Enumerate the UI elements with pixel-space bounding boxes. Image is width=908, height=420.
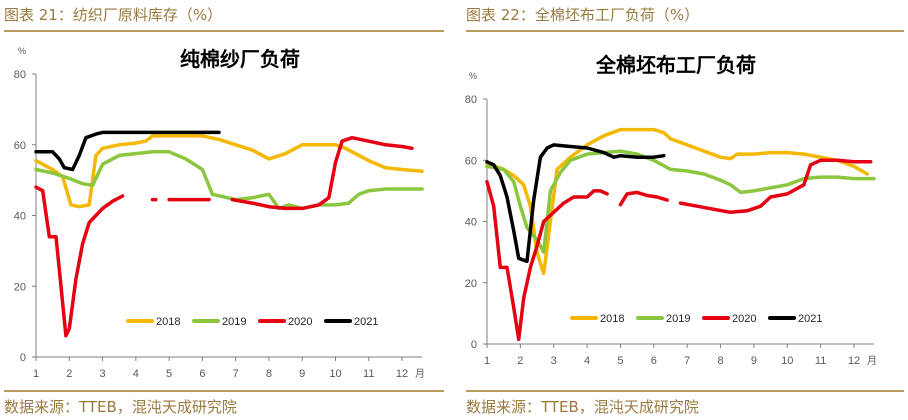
left-legend-label-2019: 2019 — [222, 316, 246, 328]
right-y-tick-label: 80 — [465, 94, 477, 106]
left-x-tick-label: 5 — [166, 368, 172, 380]
left-x-tick-label: 6 — [199, 368, 205, 380]
right-x-unit: 月 — [867, 355, 877, 367]
right-x-tick-label: 9 — [751, 355, 757, 367]
left-x-tick-label: 8 — [266, 368, 272, 380]
right-series-line-2020 — [678, 158, 873, 215]
left-legend-label-2020: 2020 — [288, 316, 312, 328]
left-x-tick-label: 9 — [299, 368, 305, 380]
left-y-tick-label: 20 — [14, 281, 26, 293]
left-y-tick-label: 80 — [14, 69, 26, 81]
right-y-tick-label: 0 — [471, 339, 477, 351]
right-y-tick-label: 20 — [465, 278, 477, 290]
footer-rule-left — [4, 390, 444, 392]
right-legend-label-2020: 2020 — [732, 313, 756, 325]
header-rule-right — [466, 30, 904, 32]
right-x-tick-label: 7 — [684, 355, 690, 367]
right-x-tick-label: 8 — [717, 355, 723, 367]
left-x-tick-label: 12 — [396, 368, 408, 380]
right-chart-title: 全棉坯布工厂负荷 — [595, 53, 756, 77]
right-series-line-2020 — [618, 190, 669, 207]
footer-rule-right — [466, 390, 904, 392]
left-x-unit: 月 — [415, 368, 425, 380]
left-series-line-2020 — [34, 185, 125, 338]
left-y-tick-label: 60 — [14, 140, 26, 152]
right-x-tick-label: 4 — [584, 355, 590, 367]
left-y-unit: % — [18, 46, 26, 56]
left-legend-label-2021: 2021 — [354, 316, 378, 328]
right-x-tick-label: 12 — [848, 355, 860, 367]
right-legend-label-2019: 2019 — [666, 313, 690, 325]
left-x-tick-label: 2 — [66, 368, 72, 380]
header-rule-left — [4, 30, 444, 32]
left-x-tick-label: 4 — [133, 368, 139, 380]
right-y-tick-label: 40 — [465, 217, 477, 229]
panel-left-header: 图表 21：纺织厂原料库存（%） — [4, 6, 223, 24]
right-x-tick-label: 11 — [815, 355, 826, 367]
right-x-tick-label: 10 — [781, 355, 793, 367]
left-series-line-2020 — [230, 135, 414, 211]
left-legend-label-2018: 2018 — [156, 316, 180, 328]
right-x-tick-label: 1 — [484, 355, 490, 367]
right-x-tick-label: 6 — [651, 355, 657, 367]
right-y-unit: % — [469, 71, 477, 81]
right-x-tick-label: 2 — [517, 355, 523, 367]
panel-right-source: 数据来源：TTEB，混沌天成研究院 — [466, 398, 699, 416]
panel-right-header: 图表 22：全棉坯布工厂负荷（%） — [466, 6, 700, 24]
right-legend-label-2021: 2021 — [798, 313, 822, 325]
left-chart-title: 纯棉纱厂负荷 — [180, 47, 300, 71]
left-x-tick-label: 7 — [233, 368, 239, 380]
left-series-line-2018 — [34, 134, 424, 209]
right-y-tick-label: 60 — [465, 155, 477, 167]
right-legend-label-2018: 2018 — [600, 313, 624, 325]
left-series-line-2021 — [34, 130, 221, 172]
left-x-tick-label: 11 — [363, 368, 374, 380]
left-x-tick-label: 1 — [33, 368, 39, 380]
right-x-tick-label: 3 — [551, 355, 557, 367]
right-series-line-2021 — [485, 143, 666, 264]
right-series-line-2020 — [485, 179, 609, 342]
left-y-tick-label: 40 — [14, 211, 26, 223]
right-x-tick-label: 5 — [617, 355, 623, 367]
left-y-tick-label: 0 — [20, 352, 26, 364]
panel-left-source: 数据来源：TTEB，混沌天成研究院 — [4, 398, 237, 416]
left-x-tick-label: 3 — [99, 368, 105, 380]
right-series-line-2019 — [485, 149, 876, 254]
left-x-tick-label: 10 — [329, 368, 341, 380]
